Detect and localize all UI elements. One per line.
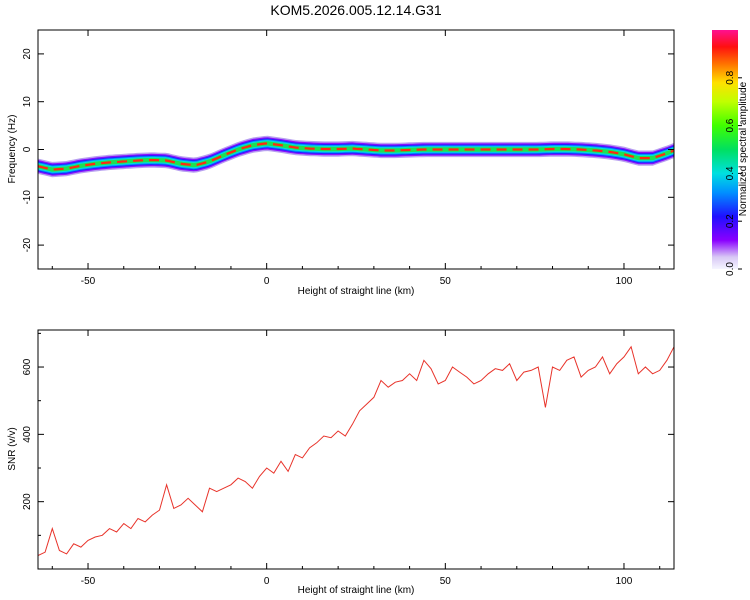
snr-frame xyxy=(37,329,675,570)
spectrogram-band xyxy=(38,135,674,178)
spectrogram-ytick-label: 10 xyxy=(22,96,33,108)
colorbar-tick-label: 0.8 xyxy=(725,70,736,84)
colorbar-label: Normalized spectral amplitude xyxy=(738,81,749,216)
spectrogram-xtick-label: -50 xyxy=(81,276,96,287)
snr-ylabel: SNR (v/v) xyxy=(7,427,18,470)
spectrogram-ticks: -50 0 50 100 -20 -10 0 10 20 xyxy=(22,30,674,287)
spectrogram-ylabel: Frequency (Hz) xyxy=(7,115,18,184)
colorbar-tick-label: 0.4 xyxy=(725,166,736,180)
spectrogram-xtick-label: 50 xyxy=(440,276,452,287)
snr-xtick-label: 0 xyxy=(264,576,270,587)
colorbar-gradient xyxy=(712,30,738,269)
snr-xtick-label: -50 xyxy=(81,576,96,587)
spectrogram-xtick-label: 0 xyxy=(264,276,270,287)
snr-xtick-label: 50 xyxy=(440,576,452,587)
colorbar-tick-label: 0.6 xyxy=(725,118,736,132)
spectrogram-ytick-label: 20 xyxy=(22,48,33,60)
spectrogram-xlabel: Height of straight line (km) xyxy=(298,286,415,297)
snr-ytick-label: 600 xyxy=(22,358,33,375)
colorbar-ticks: 0.0 0.2 0.4 0.6 0.8 xyxy=(725,70,742,276)
snr-ticks: -50 0 50 100 200 400 600 xyxy=(22,330,674,587)
spectrogram-ytick-label: 0 xyxy=(22,146,33,152)
spectrogram-panel: -50 0 50 100 -20 -10 0 10 20 Height of straight … xyxy=(7,29,675,297)
snr-ytick-label: 400 xyxy=(22,426,33,443)
colorbar-tick-label: 0.0 xyxy=(725,262,736,276)
figure-title: KOM5.2026.005.12.14.G31 xyxy=(270,2,441,18)
spectrogram-ytick-label: -10 xyxy=(22,190,33,205)
snr-line xyxy=(38,345,674,556)
snr-panel: -50 0 50 100 200 400 600 Height of straight li… xyxy=(7,329,675,596)
spectrogram-ytick-label: -20 xyxy=(22,237,33,252)
spectrogram-xtick-label: 100 xyxy=(616,276,633,287)
spectrogram-ridge xyxy=(38,142,674,171)
colorbar-tick-label: 0.2 xyxy=(725,214,736,228)
colorbar: 0.0 0.2 0.4 0.6 0.8 Normalized spectral ampl… xyxy=(712,30,749,276)
snr-ytick-label: 200 xyxy=(22,493,33,510)
snr-xlabel: Height of straight line (km) xyxy=(298,585,415,596)
snr-xtick-label: 100 xyxy=(616,576,633,587)
